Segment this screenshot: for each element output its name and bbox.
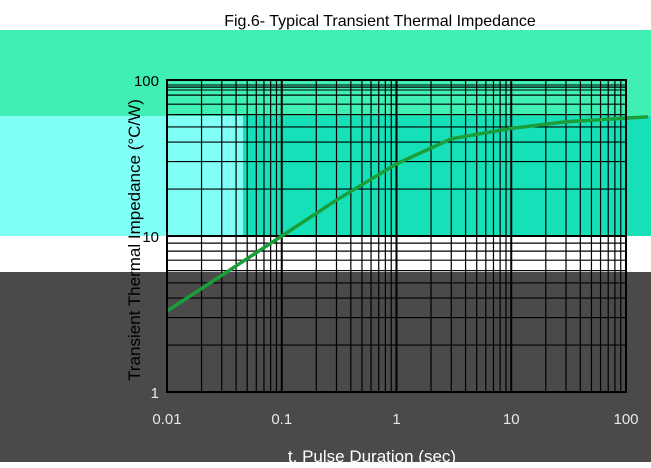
x-axis-label: t, Pulse Duration (sec) [288,447,456,466]
band-green-top [0,30,651,116]
x-tick-label: 10 [503,411,520,428]
band-teal-right [243,116,651,236]
x-tick-label: 0.01 [152,411,181,428]
y-tick-label: 10 [142,229,159,246]
band-cyan-left [0,116,243,236]
y-tick-label: 100 [134,73,159,90]
band-dark-lower [0,272,651,462]
y-tick-labels: 1 10 100 [134,73,159,402]
y-axis-label: Transient Thermal Impedance (°C/W) [125,99,144,381]
x-tick-labels: 0.01 0.1 1 10 100 [152,411,638,428]
x-tick-label: 0.1 [271,411,292,428]
x-tick-label: 100 [613,411,638,428]
y-tick-label: 1 [151,385,159,402]
plot-frame [166,79,627,393]
chart-title: Fig.6- Typical Transient Thermal Impedan… [224,13,536,30]
impedance-curve [166,115,649,313]
chart-grid [166,80,626,393]
x-tick-label: 1 [392,411,400,428]
curve-layer [166,115,649,313]
